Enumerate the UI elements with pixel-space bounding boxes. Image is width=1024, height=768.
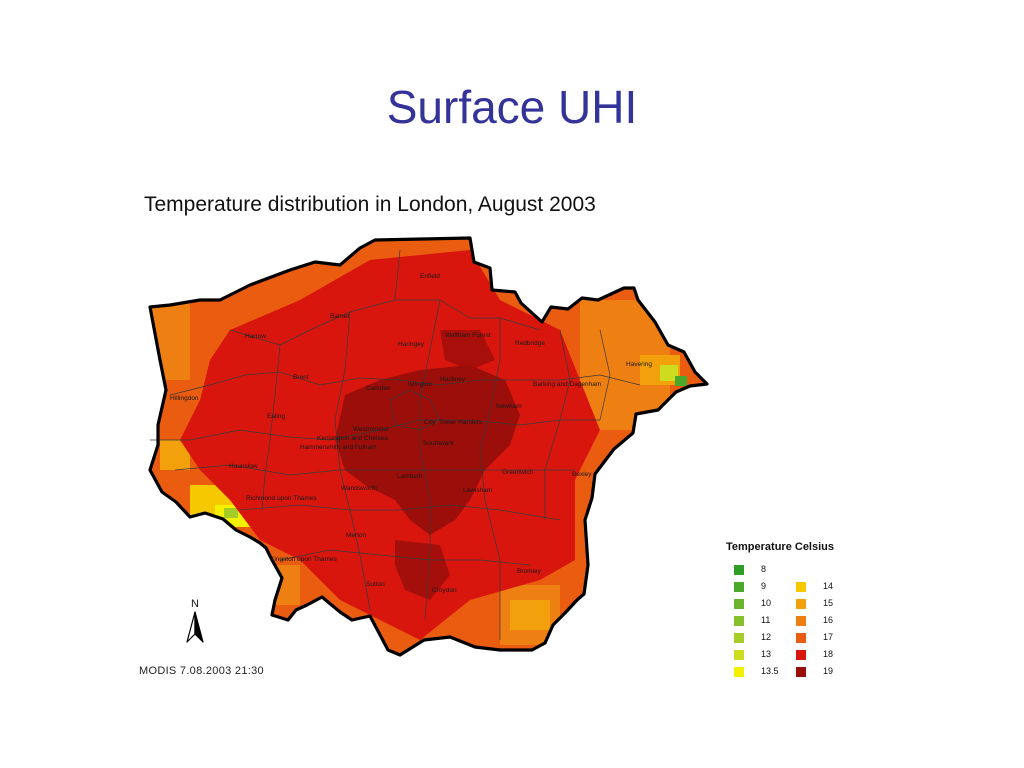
north-label: N: [191, 598, 199, 610]
borough-boundaries: [150, 249, 641, 640]
temperature-legend: Temperature Celsius 8 9 10 11 12 13 13.5 14 15 16…: [726, 540, 876, 685]
zone-15-bromley: [510, 600, 550, 630]
borough-labels: Enfield Barnet Harrow Haringey Waltham F…: [170, 273, 652, 594]
legend-swatch: [734, 565, 744, 575]
zone-19-croydon: [395, 540, 450, 600]
borough-label: Bexley: [572, 471, 592, 478]
borough-label: Westminster: [353, 426, 390, 433]
map-title: Temperature distribution in London, Augu…: [144, 193, 596, 216]
zone-19-core: [335, 365, 520, 535]
borough-label: Richmond upon Thames: [246, 495, 317, 502]
borough-label: Merton: [346, 532, 367, 539]
borough-label: City: [424, 419, 436, 426]
zone-12-richmond: [224, 508, 238, 518]
borough-label: Barnet: [330, 313, 349, 320]
legend-swatch: [796, 650, 806, 660]
borough-label: Islington: [408, 381, 433, 388]
borough-label: Hounslow: [229, 463, 258, 470]
zone-9-havering: [675, 376, 687, 386]
legend-swatch: [796, 633, 806, 643]
legend-label: 18: [823, 649, 834, 659]
legend-swatch: [796, 582, 806, 592]
legend-label: 12: [761, 632, 772, 642]
borough-label: Tower Hamlets: [439, 419, 483, 426]
legend-swatch: [734, 582, 744, 592]
borough-label: Lewisham: [463, 487, 492, 494]
legend-swatch: [734, 650, 744, 660]
legend-label: 15: [823, 598, 834, 608]
legend-label: 9: [761, 581, 767, 591]
borough-label: Barking and Dagenham: [533, 381, 601, 388]
borough-label: Hammersmith and Fulham: [300, 444, 377, 451]
legend-label: 17: [823, 632, 834, 642]
legend-label: 19: [823, 666, 834, 676]
legend-swatch: [796, 599, 806, 609]
borough-label: Kensington and Chelsea: [317, 435, 388, 442]
borough-label: Lambeth: [397, 473, 423, 480]
north-arrow-icon: [186, 611, 204, 643]
borough-label: Hillingdon: [170, 395, 199, 402]
borough-label: Kingston upon Thames: [270, 556, 337, 563]
legend-swatch: [734, 667, 744, 677]
borough-label: Camden: [366, 385, 391, 392]
borough-label: Harrow: [245, 333, 266, 340]
slide-title: Surface UHI: [386, 81, 638, 133]
borough-label: Brent: [293, 374, 309, 381]
legend-title: Temperature Celsius: [726, 541, 835, 553]
zone-19-north: [440, 330, 495, 370]
legend-label: 13.5: [761, 666, 779, 676]
legend-swatch: [734, 633, 744, 643]
borough-label: Croydon: [432, 587, 457, 594]
legend-swatch: [734, 599, 744, 609]
borough-label: Wandsworth: [341, 485, 377, 492]
legend-swatch: [734, 616, 744, 626]
zone-13-havering: [660, 365, 678, 381]
borough-label: Sutton: [366, 581, 385, 588]
legend-label: 8: [761, 564, 767, 574]
borough-label: Havering: [626, 361, 652, 368]
borough-label: Greenwich: [502, 469, 533, 476]
borough-label: Haringey: [398, 341, 425, 348]
legend-label: 14: [823, 581, 834, 591]
borough-label: Enfield: [420, 273, 440, 280]
legend-label: 10: [761, 598, 772, 608]
borough-label: Ealing: [267, 413, 285, 420]
borough-label: Bromley: [517, 568, 542, 575]
source-note: MODIS 7.08.2003 21:30: [139, 665, 264, 677]
borough-label: Waltham Forest: [445, 332, 491, 339]
borough-label: Newham: [496, 403, 522, 410]
borough-label: Hackney: [440, 376, 466, 383]
borough-label: Redbridge: [515, 340, 545, 347]
borough-label: Southwark: [423, 440, 454, 447]
legend-label: 16: [823, 615, 834, 625]
legend-label: 13: [761, 649, 772, 659]
legend-swatch: [796, 667, 806, 677]
legend-label: 11: [761, 615, 771, 625]
legend-swatch: [796, 616, 806, 626]
